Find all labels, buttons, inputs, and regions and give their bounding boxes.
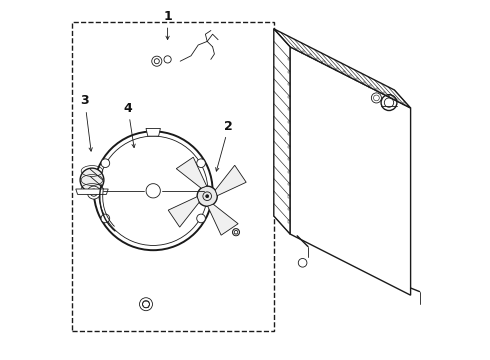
Polygon shape — [146, 129, 160, 136]
Circle shape — [87, 186, 100, 199]
Circle shape — [196, 214, 205, 223]
Polygon shape — [168, 197, 199, 227]
Bar — [72, 22, 274, 331]
Polygon shape — [208, 204, 238, 235]
Polygon shape — [290, 47, 411, 295]
Circle shape — [197, 186, 217, 206]
Text: 2: 2 — [224, 120, 233, 132]
Circle shape — [101, 214, 110, 223]
Circle shape — [80, 168, 104, 192]
Polygon shape — [76, 189, 108, 194]
Circle shape — [196, 159, 205, 167]
Polygon shape — [274, 29, 411, 108]
Polygon shape — [274, 29, 290, 234]
Text: 1: 1 — [163, 10, 172, 23]
Circle shape — [101, 159, 110, 167]
Text: 3: 3 — [80, 94, 89, 107]
Polygon shape — [176, 157, 207, 188]
Text: 4: 4 — [123, 102, 132, 114]
Circle shape — [206, 195, 209, 198]
Polygon shape — [215, 165, 246, 196]
